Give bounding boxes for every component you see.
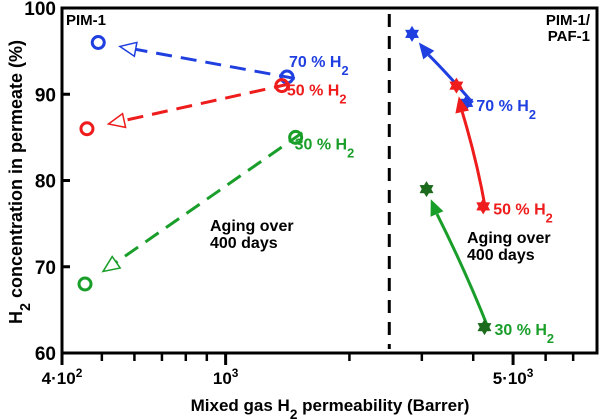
panel-title-pim1-paf1-line: PIM-1/ — [546, 12, 591, 29]
panel-title-pim1-line: PIM-1 — [66, 12, 106, 29]
filled-arrowhead — [455, 96, 470, 114]
subscript: 2 — [546, 210, 553, 225]
text-rest: permeability (Barrer) — [297, 396, 469, 415]
series-label-line: 30 % H — [494, 322, 546, 339]
y-axis-label: H2 concentration in permeate (%) — [6, 40, 34, 324]
y-tick-label-line: 100 — [24, 0, 56, 20]
series-arrow-solid — [435, 213, 490, 329]
subscript: 2 — [290, 407, 298, 420]
x-axis-label: Mixed gas H2 permeability (Barrer) — [191, 396, 470, 420]
x-tick-exp: 3 — [527, 366, 534, 380]
data-point-initial — [274, 78, 290, 94]
y-tick-label: 60 — [35, 344, 56, 365]
series-label: 70 % H2 — [289, 54, 349, 78]
x-axis-label-line: Mixed gas H — [191, 396, 290, 415]
open-arrowhead — [106, 112, 127, 129]
data-point-initial-star — [476, 198, 491, 215]
open-arrowhead — [101, 255, 122, 273]
x-tick-label: 103 — [213, 366, 239, 388]
panel-title-pim1-paf1-line: PAF-1 — [548, 28, 590, 45]
x-tick-exp: 3 — [232, 366, 239, 380]
panel-title-pim1: PIM-1 — [66, 12, 106, 29]
aging-annotation-paf1-line: 400 days — [467, 247, 535, 264]
y-tick-label: 100 — [24, 0, 56, 20]
subscript: 2 — [529, 106, 536, 121]
y-axis-label-line: H — [6, 311, 26, 324]
data-point-initial — [288, 129, 304, 145]
series-label-line: 70 % H — [476, 98, 528, 115]
data-point-aged — [90, 35, 106, 50]
x-tick-base: 4·10 — [42, 369, 76, 388]
series-line-dashed — [115, 131, 304, 264]
aging-annotation-paf1-line: Aging over — [467, 230, 551, 247]
series-line-dashed — [123, 82, 290, 123]
series-label-line: 50 % H — [493, 201, 545, 218]
series-line-dashed — [135, 47, 296, 80]
y-tick-label: 70 — [35, 258, 56, 279]
open-arrowhead — [118, 41, 138, 58]
y-tick-label-line: 80 — [35, 172, 56, 193]
x-tick-base: 5·10 — [493, 369, 527, 388]
subscript: 2 — [18, 303, 34, 311]
x-tick-label: 5·103 — [493, 366, 534, 388]
series-label: 30 % H2 — [494, 322, 554, 346]
aging-annotation-pim1-line: 400 days — [210, 235, 278, 252]
x-tick-exp: 2 — [76, 366, 83, 380]
text-rest: concentration in permeate (%) — [6, 40, 26, 303]
y-tick-label-line: 90 — [35, 85, 56, 106]
subscript: 2 — [547, 331, 554, 346]
y-tick-label-line: 70 — [35, 258, 56, 279]
subscript: 2 — [341, 63, 348, 78]
x-tick-label: 4·102 — [42, 366, 83, 388]
series-arrow-solid — [460, 111, 487, 209]
filled-arrowhead — [418, 42, 435, 60]
data-point-aged-star — [405, 25, 419, 42]
filled-arrowhead — [430, 199, 444, 217]
y-tick-label-line: 60 — [35, 344, 56, 365]
aging-annotation-pim1-line: Aging over — [210, 218, 294, 235]
y-tick-label: 90 — [35, 85, 56, 106]
series-label-line: 70 % H — [289, 54, 341, 71]
series-label-line: 30 % H — [295, 136, 347, 153]
data-point-aged — [79, 121, 95, 137]
panel-title-pim1-paf1: PIM-1/PAF-1 — [546, 12, 591, 45]
subscript: 2 — [347, 145, 354, 160]
subscript: 2 — [339, 91, 346, 106]
series-label: 50 % H2 — [493, 201, 553, 225]
series-label-line: 50 % H — [287, 83, 339, 100]
aging-annotation-pim1: Aging over 400 days — [210, 218, 294, 252]
data-point-aged — [77, 276, 93, 292]
aging-annotation-paf1: Aging over 400 days — [467, 230, 551, 264]
series-label: 30 % H2 — [295, 136, 355, 160]
x-tick-base: 10 — [213, 369, 232, 388]
data-point-aged-star — [449, 77, 464, 94]
y-tick-label: 80 — [35, 172, 56, 193]
data-point-initial-star — [477, 319, 492, 336]
series-label: 70 % H2 — [476, 98, 536, 122]
series-label: 50 % H2 — [287, 83, 347, 107]
data-point-aged-star — [419, 181, 434, 198]
